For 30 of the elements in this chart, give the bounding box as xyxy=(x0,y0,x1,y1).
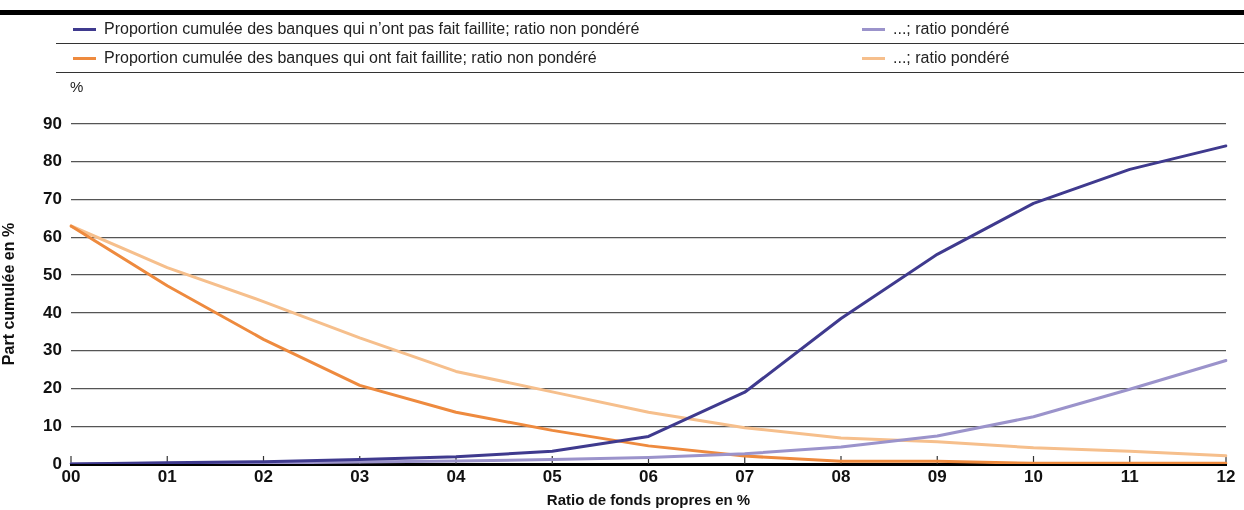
y-tick-label: 70 xyxy=(43,189,62,209)
x-tick-label: 03 xyxy=(350,466,370,486)
legend-label: Proportion cumulée des banques qui ont fait faillite; ratio non pondéré xyxy=(104,49,597,67)
x-tick-label: 02 xyxy=(254,466,273,486)
y-tick-label: 50 xyxy=(43,264,62,284)
legend-label: ...; ratio pondéré xyxy=(893,20,1010,38)
y-axis-title: Part cumulée en % xyxy=(0,222,18,366)
x-tick-label: 05 xyxy=(542,466,562,486)
y-tick-label: 80 xyxy=(43,151,62,171)
x-tick-label: 08 xyxy=(831,466,851,486)
y-tick-label: 20 xyxy=(43,378,62,398)
x-tick-label: 11 xyxy=(1120,466,1139,486)
x-tick-label: 12 xyxy=(1216,466,1236,486)
text: % xyxy=(70,78,84,96)
legend-label: Proportion cumulée des banques qui n’ont pas fait faillite; ratio non pondéré xyxy=(104,20,640,38)
legend-label: ...; ratio pondéré xyxy=(893,49,1010,67)
y-tick-label: 10 xyxy=(43,415,62,435)
x-tick-label: 09 xyxy=(927,466,947,486)
x-axis-title: Ratio de fonds propres en % xyxy=(546,491,751,509)
y-tick-label: 40 xyxy=(43,302,62,322)
y-tick-label: 60 xyxy=(43,227,62,247)
x-tick-label: 07 xyxy=(735,466,755,486)
y-tick-label: 30 xyxy=(43,340,62,360)
x-tick-label: 00 xyxy=(61,466,81,486)
y-tick-label: 90 xyxy=(43,113,62,133)
x-tick-label: 06 xyxy=(639,466,658,486)
x-tick-label: 04 xyxy=(446,466,466,486)
x-tick-label: 01 xyxy=(157,466,177,486)
x-tick-label: 10 xyxy=(1024,466,1043,486)
y-tick-label: 0 xyxy=(52,453,62,473)
